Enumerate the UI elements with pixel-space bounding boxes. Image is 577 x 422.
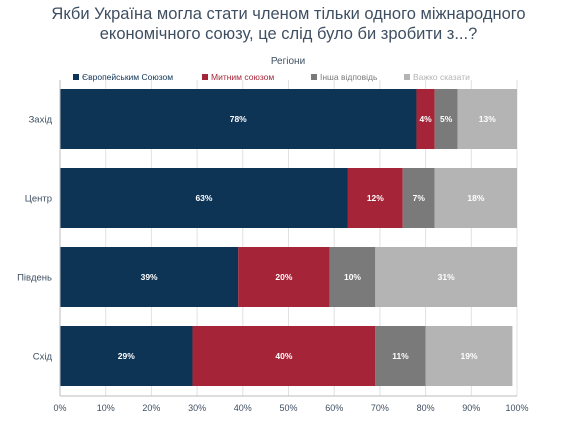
data-label: 4%: [419, 114, 432, 124]
x-tick-label: 80%: [417, 403, 435, 413]
legend-swatch: [404, 74, 410, 80]
bar-segment: [329, 247, 376, 307]
bar-segment: [375, 247, 517, 307]
data-label: 12%: [367, 193, 384, 203]
category-label: Захід: [29, 115, 53, 126]
bar-segment: [434, 89, 458, 149]
legend-title: Регіони: [271, 56, 305, 67]
chart-title: Якби Україна могла стати членом тільки о…: [0, 4, 577, 44]
data-label: 5%: [440, 114, 453, 124]
data-label: 10%: [344, 272, 361, 282]
bar-segment: [457, 89, 517, 149]
legend-swatch: [202, 74, 208, 80]
legend-label: Інша відповідь: [320, 72, 378, 82]
x-tick-label: 0%: [53, 403, 66, 413]
category-label: Центр: [25, 194, 52, 205]
category-labels: Захід Центр Південь Схід: [17, 115, 52, 363]
bars: 78% 4% 5% 13% 63% 12% 7% 18% 39% 20% 10% 31% 29% 40% 1…: [60, 89, 517, 386]
bar-segment: [60, 247, 239, 307]
legend-swatch: [73, 74, 79, 80]
legend-label: Митним союзом: [211, 72, 274, 82]
legend-label: Європейським Союзом: [82, 72, 173, 82]
data-label: 18%: [467, 193, 484, 203]
data-label: 20%: [275, 272, 292, 282]
bar-segment: [425, 326, 513, 386]
data-label: 7%: [413, 193, 426, 203]
bar-segment: [347, 168, 403, 228]
data-label: 78%: [230, 114, 247, 124]
bar-segment: [402, 168, 435, 228]
data-label: 19%: [461, 351, 478, 361]
chart-title-line-1: Якби Україна могла стати членом тільки о…: [51, 5, 526, 23]
bar-segment: [60, 89, 417, 149]
x-tick-label: 90%: [462, 403, 480, 413]
data-label: 63%: [195, 193, 212, 203]
x-tick-label: 40%: [234, 403, 252, 413]
legend-label: Важко сказати: [413, 72, 470, 82]
data-label: 13%: [479, 114, 496, 124]
category-label: Південь: [17, 273, 52, 284]
bar-segment: [375, 326, 426, 386]
bar-segment: [416, 89, 435, 149]
x-tick-label: 20%: [142, 403, 160, 413]
bar-segment: [238, 247, 330, 307]
bar-segment: [192, 326, 376, 386]
x-tick-label: 70%: [371, 403, 389, 413]
data-label: 39%: [141, 272, 158, 282]
data-label: 29%: [118, 351, 135, 361]
category-label: Схід: [33, 352, 53, 363]
data-label: 11%: [392, 351, 409, 361]
bar-segment: [60, 168, 348, 228]
data-label: 31%: [438, 272, 455, 282]
x-axis: 0% 10% 20% 30% 40% 50% 60% 70% 80% 90% 100%: [53, 80, 529, 413]
x-tick-label: 10%: [97, 403, 115, 413]
x-tick-label: 60%: [325, 403, 343, 413]
x-tick-label: 50%: [279, 403, 297, 413]
chart-title-line-2: економічного союзу, це слід було би зроб…: [99, 25, 478, 43]
legend: Європейським Союзом Митним союзом Інша від…: [73, 72, 470, 82]
data-label: 40%: [275, 351, 292, 361]
bar-segment: [434, 168, 517, 228]
x-tick-label: 100%: [505, 403, 528, 413]
bar-segment: [60, 326, 193, 386]
legend-swatch: [311, 74, 317, 80]
x-tick-label: 30%: [188, 403, 206, 413]
